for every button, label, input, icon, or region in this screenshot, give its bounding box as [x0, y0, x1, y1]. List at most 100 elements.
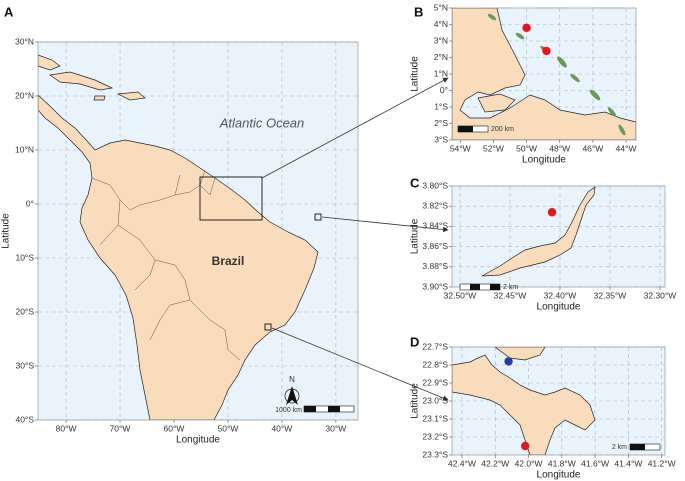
- y-tick-label: 23.0°S: [422, 395, 448, 405]
- scalebar-label: 1000 km: [275, 407, 302, 414]
- y-tick-label: 1°S: [434, 101, 448, 111]
- marajo: [477, 93, 516, 113]
- scalebar-label: 2 km: [612, 444, 627, 451]
- x-tick-label: 42.4°W: [448, 458, 476, 468]
- y-tick-label: 3°S: [434, 134, 448, 144]
- x-tick-label: 32.40°W: [544, 290, 577, 300]
- scalebar: [303, 405, 355, 413]
- x-tick-label: 46°W: [582, 143, 603, 153]
- country-borders: [91, 169, 241, 361]
- y-tick-label: 23.3°S: [422, 449, 448, 459]
- y-tick-label: 23.2°S: [422, 431, 448, 441]
- y-tick-label: 0°: [440, 85, 448, 95]
- x-tick-label: 44°W: [616, 143, 637, 153]
- y-tick-label: 10°S: [15, 252, 34, 262]
- y-tick-label: 2°S: [434, 118, 448, 128]
- y-tick-label: 2°N: [434, 52, 448, 62]
- x-axis-label: Longitude: [176, 435, 220, 446]
- coast: [494, 347, 546, 361]
- florida: [38, 54, 61, 71]
- x-tick-label: 50°W: [516, 143, 537, 153]
- north-arrow: [284, 388, 300, 404]
- y-axis-label: Latitude: [410, 383, 421, 419]
- site-point: [542, 46, 551, 56]
- y-tick-label: 3.86°S: [422, 241, 448, 251]
- south-america: [38, 94, 319, 420]
- x-tick-label: 32.30°W: [644, 290, 677, 300]
- y-tick-label: 5°N: [434, 2, 448, 12]
- x-axis-label: Longitude: [537, 302, 581, 313]
- x-tick-label: 41.4°W: [614, 458, 642, 468]
- site-point: [504, 357, 513, 366]
- north-arrow: [286, 386, 298, 405]
- x-tick-label: 32.35°W: [594, 290, 627, 300]
- coast: [452, 8, 636, 140]
- x-tick-label: 42.0°W: [515, 458, 543, 468]
- x-tick-label: 60°W: [164, 423, 185, 433]
- y-tick-label: 4°N: [434, 19, 448, 29]
- reefs: [487, 13, 626, 136]
- x-tick-label: 41.8°W: [548, 458, 576, 468]
- ocean: [452, 186, 665, 287]
- frame: [37, 41, 359, 421]
- x-tick-label: 50°W: [218, 423, 239, 433]
- y-tick-label: 22.8°S: [422, 359, 448, 369]
- island: [481, 186, 596, 277]
- y-tick-label: 3.82°S: [422, 200, 448, 210]
- scalebar: [629, 443, 661, 451]
- x-tick-label: 42.2°W: [481, 458, 509, 468]
- y-tick-label: 22.9°S: [422, 377, 448, 387]
- y-tick-label: 23.1°S: [422, 413, 448, 423]
- cuba: [49, 71, 114, 91]
- y-tick-label: 20°S: [15, 306, 34, 316]
- x-tick-label: 80°W: [56, 423, 77, 433]
- hispaniola: [116, 91, 146, 101]
- coast: [452, 354, 596, 455]
- panel-label: A: [4, 4, 14, 19]
- x-tick-label: 41.6°W: [581, 458, 609, 468]
- y-tick-label: 3.88°S: [422, 261, 448, 271]
- y-tick-label: 30°N: [15, 36, 34, 46]
- panel-label: B: [414, 4, 423, 19]
- land: [452, 8, 636, 140]
- x-tick-label: 30°W: [325, 423, 346, 433]
- y-tick-label: 3.90°S: [422, 281, 448, 291]
- scalebar-label: 200 km: [491, 126, 514, 133]
- land: [452, 347, 596, 455]
- y-axis-label: Latitude: [1, 213, 12, 249]
- y-tick-label: 30°S: [15, 360, 34, 370]
- x-tick-label: 48°W: [549, 143, 570, 153]
- arrow: [271, 327, 449, 401]
- inset-box: [314, 213, 322, 221]
- arrow: [261, 77, 449, 179]
- site-point: [522, 23, 531, 32]
- scalebar: [459, 283, 501, 291]
- x-axis-label: Longitude: [522, 155, 566, 166]
- land: [38, 54, 319, 420]
- scalebar-label: 2 km: [503, 284, 518, 291]
- y-tick-label: 3.84°S: [422, 221, 448, 231]
- inset-box: [199, 176, 263, 221]
- ocean-label: Atlantic Ocean: [219, 115, 305, 130]
- north-label: N: [289, 375, 295, 384]
- inset-box: [264, 323, 272, 331]
- x-tick-label: 54°W: [450, 143, 471, 153]
- arrow: [321, 216, 449, 233]
- y-tick-label: 20°N: [15, 90, 34, 100]
- x-tick-label: 52°W: [483, 143, 504, 153]
- site-point: [521, 441, 530, 451]
- x-tick-label: 32.45°W: [494, 290, 527, 300]
- x-tick-label: 70°W: [110, 423, 131, 433]
- site-point: [547, 208, 557, 217]
- scalebar: [457, 125, 489, 133]
- x-tick-label: 40°W: [271, 423, 292, 433]
- y-tick-label: 1°N: [434, 68, 448, 78]
- jamaica: [93, 95, 106, 101]
- y-tick-label: 0°: [26, 198, 34, 208]
- x-axis-label: Longitude: [537, 470, 581, 481]
- frame: [451, 185, 666, 288]
- x-tick-label: 41.2°W: [648, 458, 676, 468]
- y-axis-label: Latitude: [410, 218, 421, 254]
- y-tick-label: 3°N: [434, 35, 448, 45]
